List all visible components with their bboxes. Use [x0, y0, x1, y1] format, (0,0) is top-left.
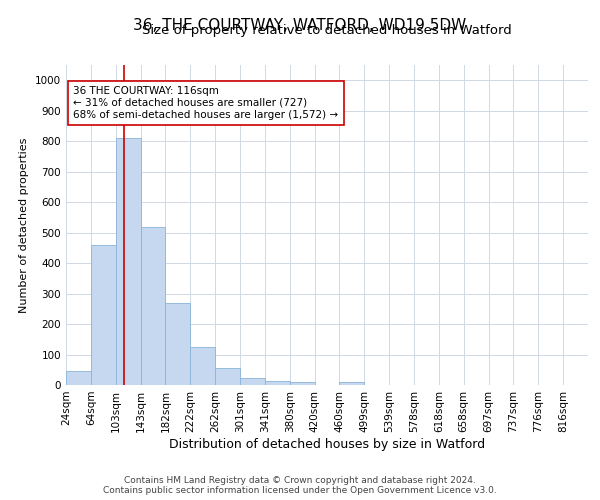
Bar: [166, 302, 190, 385]
Bar: [91, 245, 116, 385]
Title: Size of property relative to detached houses in Watford: Size of property relative to detached ho…: [142, 24, 512, 38]
Bar: [190, 347, 215, 385]
Bar: [290, 382, 314, 385]
Text: 36 THE COURTWAY: 116sqm
← 31% of detached houses are smaller (727)
68% of semi-d: 36 THE COURTWAY: 116sqm ← 31% of detache…: [73, 86, 338, 120]
Text: 36, THE COURTWAY, WATFORD, WD19 5DW: 36, THE COURTWAY, WATFORD, WD19 5DW: [133, 18, 467, 32]
Bar: [340, 382, 364, 385]
Y-axis label: Number of detached properties: Number of detached properties: [19, 138, 29, 312]
Bar: [265, 382, 290, 385]
Bar: [215, 368, 240, 385]
Bar: [240, 378, 265, 385]
Bar: [116, 138, 140, 385]
Bar: [66, 372, 91, 385]
Bar: [140, 226, 166, 385]
X-axis label: Distribution of detached houses by size in Watford: Distribution of detached houses by size …: [169, 438, 485, 450]
Text: Contains HM Land Registry data © Crown copyright and database right 2024.
Contai: Contains HM Land Registry data © Crown c…: [103, 476, 497, 495]
